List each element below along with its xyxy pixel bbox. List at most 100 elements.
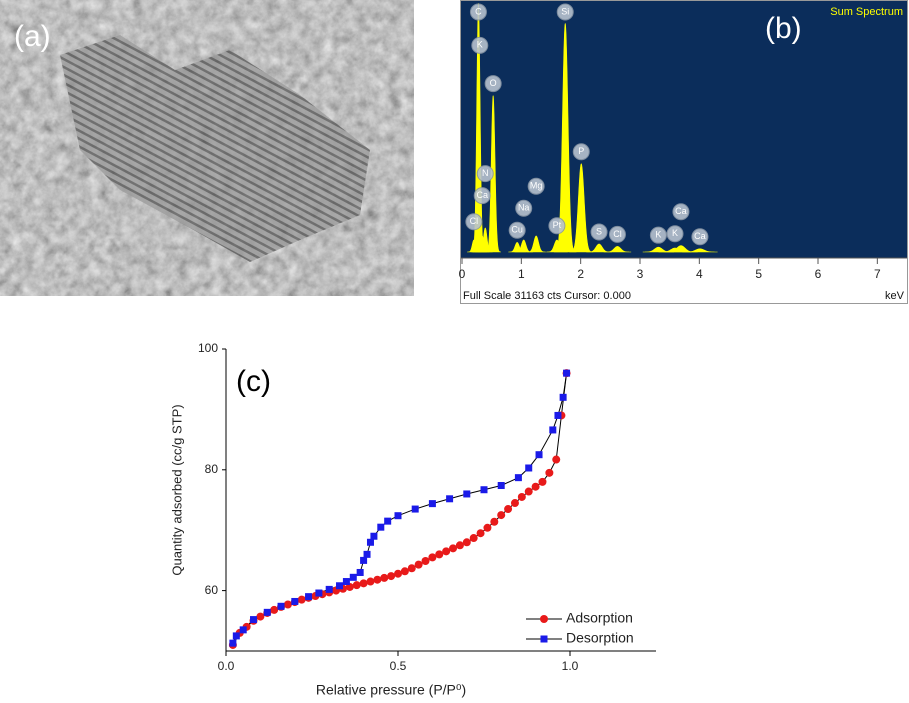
x-axis-label: Relative pressure (P/P⁰): [316, 682, 466, 698]
data-point: [250, 616, 258, 624]
peak-marker: [515, 199, 533, 217]
x-tick-label: 7: [874, 267, 881, 281]
isotherm-panel: 60 80 100 0.0 0.5 1.0 Relative pressure (P/P⁰)…: [169, 341, 656, 698]
spectrum-title: Sum Spectrum: [830, 6, 903, 18]
peak-label: Na: [518, 203, 530, 213]
data-point: [411, 505, 419, 513]
panel-label: (c): [236, 365, 271, 398]
data-point: [377, 523, 385, 531]
data-point: [469, 534, 478, 543]
peak-label: Ca: [476, 190, 488, 200]
data-point: [428, 553, 437, 562]
peak-marker: [666, 225, 684, 243]
spectrum-panel: 0 1 2 3 4 5 6 7 Cl C K Ca N O Cu Na Mg Pt Si P S Cl K K Ca Ca Sum …: [459, 0, 908, 304]
data-point: [490, 517, 499, 526]
peak-marker: [691, 228, 709, 246]
data-point: [283, 600, 292, 609]
spectrum-footer: Full Scale 31163 cts Cursor: 0.000: [463, 290, 631, 302]
data-point: [455, 541, 464, 550]
y-tick-label: 100: [198, 341, 218, 355]
data-point: [428, 500, 436, 508]
spectrum-peak: [603, 246, 632, 253]
data-point: [525, 464, 533, 472]
data-point: [325, 585, 333, 593]
peak-marker: [469, 3, 487, 21]
spectrum-peak: [682, 248, 718, 253]
data-point: [559, 393, 567, 401]
peak-label: K: [477, 40, 483, 50]
peak-label: Si: [561, 6, 569, 16]
data-point: [535, 451, 543, 459]
data-point: [497, 482, 505, 490]
data-point: [229, 639, 237, 647]
peak-marker: [473, 187, 491, 205]
data-point: [400, 567, 409, 576]
sem-image: (a): [0, 0, 414, 296]
legend-label: Desorption: [566, 630, 634, 646]
data-point: [442, 547, 451, 556]
panel-label: (a): [14, 20, 51, 53]
data-point: [446, 495, 454, 503]
x-tick-label: 3: [637, 267, 644, 281]
x-tick-label: 6: [815, 267, 822, 281]
peak-label: Ca: [675, 206, 687, 216]
data-point: [394, 512, 402, 520]
data-point: [277, 602, 285, 610]
legend-marker: [540, 635, 548, 643]
data-point: [476, 529, 485, 538]
data-point: [263, 608, 271, 616]
legend-label: Adsorption: [566, 610, 633, 626]
data-point: [366, 538, 374, 546]
peak-marker: [484, 75, 502, 93]
peak-label: Pt: [553, 220, 562, 230]
x-tick-label: 0: [459, 267, 466, 281]
data-point: [384, 517, 392, 525]
x-tick-label: 4: [696, 267, 703, 281]
x-tick-label: 5: [755, 267, 762, 281]
peak-label: C: [475, 6, 482, 16]
data-point: [497, 511, 506, 520]
peak-label: K: [655, 230, 661, 240]
data-point: [360, 556, 368, 564]
data-point: [538, 477, 547, 486]
peak-label: Cu: [511, 225, 523, 235]
peak-label: K: [672, 228, 678, 238]
data-point: [291, 597, 299, 605]
data-point: [462, 538, 471, 547]
data-point: [524, 487, 533, 496]
data-point: [549, 426, 557, 434]
data-point: [480, 486, 488, 494]
data-point: [232, 632, 240, 640]
data-point: [483, 523, 492, 532]
y-axis-label: Quantity adsorbed (cc/g STP): [169, 404, 184, 575]
data-point: [510, 499, 519, 508]
data-point: [380, 573, 389, 582]
peak-marker: [556, 3, 574, 21]
data-point: [336, 582, 344, 590]
y-tick-label: 60: [205, 583, 219, 597]
peak-marker: [508, 221, 526, 239]
data-point: [315, 589, 323, 597]
data-point: [356, 568, 364, 576]
data-point: [297, 595, 306, 604]
data-point: [239, 626, 247, 634]
data-point: [421, 557, 430, 566]
data-point: [270, 605, 279, 614]
data-point: [517, 492, 526, 501]
peak-label: N: [482, 168, 489, 178]
series-line: [232, 373, 568, 644]
spectrum-peak: [526, 235, 546, 253]
y-tick-label: 80: [205, 462, 219, 476]
data-point: [366, 577, 375, 586]
data-point: [349, 573, 357, 581]
data-point: [545, 468, 554, 477]
data-point: [563, 369, 571, 377]
x-tick-label: 1: [518, 267, 525, 281]
peak-label: Ca: [694, 231, 706, 241]
data-point: [449, 544, 458, 553]
sem-particle: [60, 35, 370, 262]
panel-label: (b): [765, 12, 802, 45]
x-tick-label: 0.5: [390, 659, 407, 673]
peak-label: Mg: [530, 181, 543, 191]
